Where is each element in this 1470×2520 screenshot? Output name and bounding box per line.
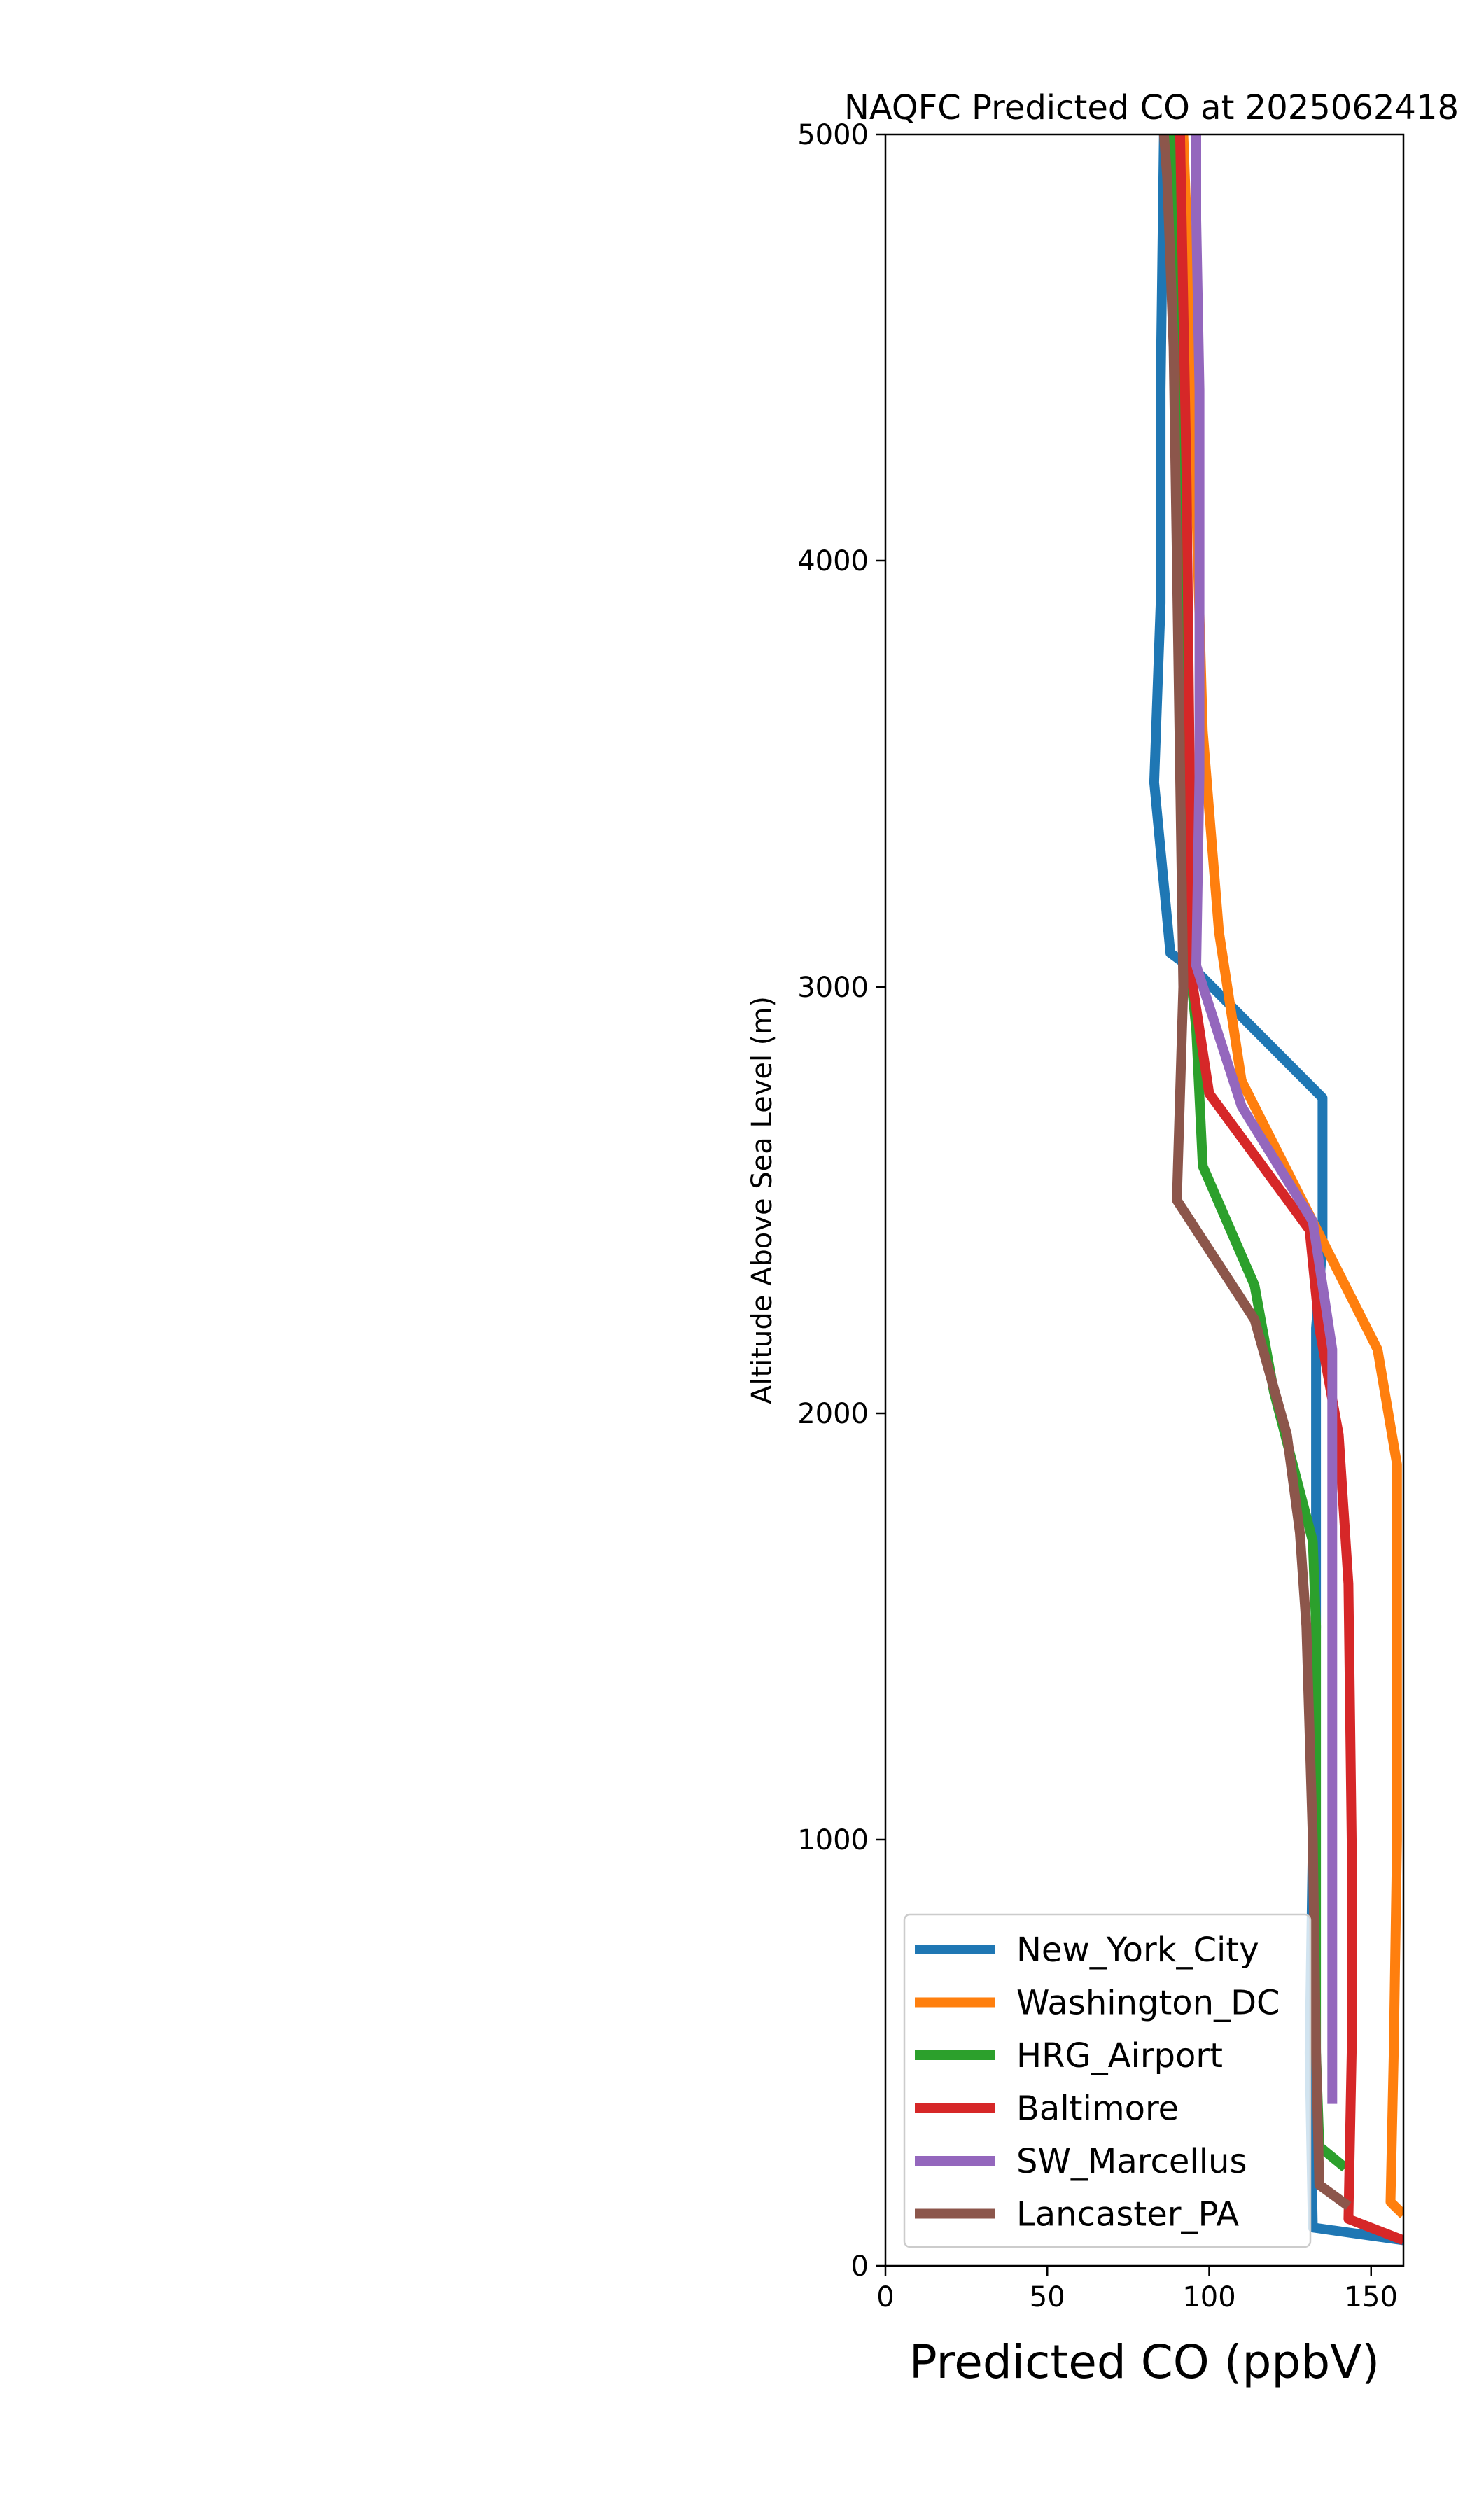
y-tick-label: 3000 bbox=[797, 972, 869, 1004]
x-tick-label: 50 bbox=[1030, 2281, 1065, 2314]
y-tick-label: 5000 bbox=[797, 119, 869, 151]
legend-label: HRG_Airport bbox=[1016, 2036, 1223, 2076]
y-axis-label: Altitude Above Sea Level (m) bbox=[746, 996, 778, 1404]
series-line-lancaster-pa bbox=[1158, 134, 1352, 2211]
y-tick-label: 4000 bbox=[797, 545, 869, 578]
x-axis-label: Predicted CO (ppbV) bbox=[909, 2335, 1380, 2389]
y-tick-label: 1000 bbox=[797, 1824, 869, 1856]
chart-title: NAQFC Predicted CO at 2025062418 bbox=[844, 88, 1459, 127]
series-line-baltimore bbox=[1175, 134, 1404, 2246]
y-axis-ticks: 0 1000 2000 3000 4000 5000 bbox=[797, 119, 886, 2283]
plot-lines bbox=[1149, 134, 1404, 2246]
series-line-washington-dc bbox=[1178, 134, 1404, 2218]
legend: New_York_City Washington_DC HRG_Airport Bal… bbox=[903, 1913, 1312, 2248]
x-tick-label: 150 bbox=[1345, 2281, 1398, 2314]
legend-label: SW_Marcellus bbox=[1016, 2142, 1247, 2181]
y-tick-label: 2000 bbox=[797, 1398, 869, 1430]
y-tick-label: 0 bbox=[851, 2250, 869, 2283]
x-tick-label: 0 bbox=[876, 2281, 894, 2314]
legend-label: Lancaster_PA bbox=[1016, 2195, 1239, 2234]
axes-frame bbox=[884, 133, 1405, 2267]
legend-box bbox=[903, 1913, 1312, 2248]
x-axis-ticks: 0 50 100 150 bbox=[876, 2266, 1398, 2314]
legend-label: Baltimore bbox=[1016, 2090, 1179, 2129]
legend-label: New_York_City bbox=[1016, 1931, 1259, 1970]
series-line-sw-marcellus bbox=[1191, 134, 1338, 2104]
x-tick-label: 100 bbox=[1182, 2281, 1236, 2314]
legend-label: Washington_DC bbox=[1016, 1984, 1280, 2023]
